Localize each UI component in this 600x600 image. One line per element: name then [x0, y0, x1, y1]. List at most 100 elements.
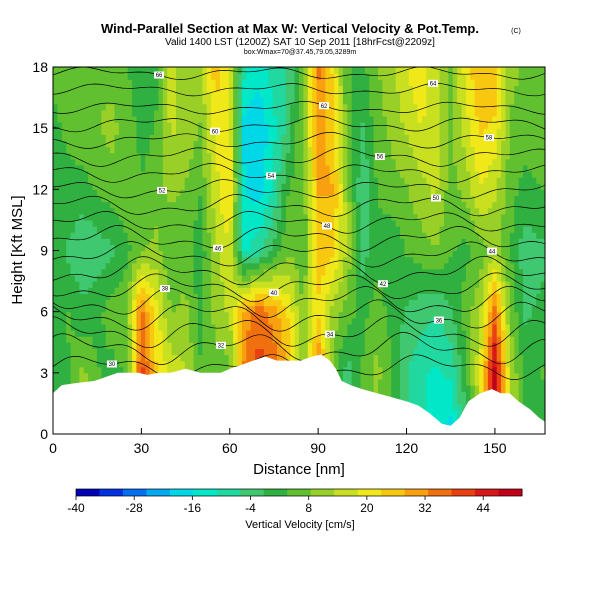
velocity-cell [140, 311, 146, 319]
velocity-cell [277, 250, 283, 258]
velocity-cell [228, 219, 234, 227]
velocity-cell [202, 250, 208, 258]
velocity-cell [61, 226, 67, 233]
velocity-cell [342, 238, 348, 245]
velocity-cell [294, 226, 300, 233]
velocity-cell [351, 134, 357, 141]
velocity-cell [263, 244, 269, 252]
velocity-cell [228, 201, 234, 209]
velocity-cell [140, 281, 146, 288]
velocity-cell [320, 91, 326, 99]
velocity-cell [66, 330, 72, 337]
velocity-cell [224, 170, 230, 178]
velocity-cell [123, 262, 129, 270]
velocity-cell [132, 170, 138, 178]
velocity-cell [395, 73, 401, 80]
velocity-cell [237, 140, 243, 148]
velocity-cell [110, 219, 116, 227]
velocity-cell [132, 311, 138, 319]
velocity-cell [53, 134, 58, 141]
velocity-cell [171, 299, 177, 307]
velocity-cell [294, 336, 300, 343]
velocity-cell [127, 177, 133, 184]
velocity-cell [281, 287, 287, 294]
velocity-cell [180, 134, 186, 141]
velocity-cell [228, 189, 234, 197]
velocity-cell [140, 73, 146, 80]
velocity-cell [53, 256, 58, 264]
velocity-cell [290, 256, 296, 264]
velocity-cell [140, 232, 146, 239]
velocity-cell [74, 97, 80, 105]
velocity-cell [74, 226, 80, 233]
velocity-cell [88, 207, 94, 215]
velocity-cell [180, 287, 186, 294]
velocity-cell [382, 244, 388, 252]
velocity-cell [277, 323, 283, 331]
velocity-cell [167, 109, 173, 117]
velocity-cell [66, 238, 72, 245]
velocity-cell [149, 158, 155, 166]
velocity-cell [391, 293, 397, 301]
velocity-cell [79, 189, 85, 197]
velocity-cell [83, 354, 89, 362]
velocity-cell [79, 268, 85, 276]
velocity-cell [61, 299, 67, 307]
velocity-cell [338, 91, 344, 99]
velocity-cell [233, 128, 239, 135]
velocity-cell [114, 213, 120, 221]
velocity-cell [158, 67, 164, 74]
velocity-cell [70, 232, 76, 239]
velocity-cell [395, 140, 401, 148]
velocity-cell [255, 73, 261, 80]
velocity-cell [176, 226, 181, 233]
velocity-cell [132, 73, 138, 80]
velocity-cell [83, 256, 89, 264]
velocity-cell [110, 299, 116, 307]
velocity-cell [285, 250, 291, 258]
velocity-cell [70, 140, 76, 148]
velocity-cell [299, 146, 304, 154]
velocity-cell [241, 336, 247, 343]
velocity-cell [158, 360, 164, 368]
velocity-cell [233, 164, 239, 172]
velocity-cell [101, 213, 107, 221]
velocity-cell [96, 274, 102, 282]
velocity-cell [114, 336, 120, 343]
velocity-cell [408, 311, 414, 319]
velocity-cell [285, 170, 291, 178]
velocity-cell [329, 134, 335, 141]
velocity-cell [127, 170, 133, 178]
velocity-cell [61, 372, 67, 380]
velocity-cell [386, 226, 392, 233]
velocity-cell [334, 342, 340, 349]
velocity-cell [395, 207, 401, 215]
velocity-cell [369, 323, 375, 331]
velocity-cell [127, 281, 133, 288]
velocity-cell [408, 207, 414, 215]
velocity-cell [53, 213, 58, 221]
velocity-cell [233, 354, 239, 362]
velocity-cell [404, 201, 410, 209]
velocity-cell [338, 79, 344, 86]
velocity-cell [53, 85, 58, 93]
velocity-cell [395, 146, 401, 154]
velocity-cell [118, 323, 124, 331]
velocity-cell [105, 244, 111, 252]
velocity-cell [299, 97, 304, 105]
velocity-cell [88, 91, 94, 99]
velocity-cell [136, 73, 142, 80]
velocity-cell [320, 287, 326, 294]
velocity-cell [360, 256, 366, 264]
velocity-cell [193, 287, 199, 294]
velocity-cell [96, 238, 102, 245]
velocity-cell [325, 85, 331, 93]
velocity-cell [325, 195, 331, 203]
velocity-cell [83, 317, 89, 325]
velocity-cell [285, 73, 291, 80]
velocity-cell [88, 103, 94, 111]
velocity-cell [132, 250, 138, 258]
velocity-cell [154, 244, 160, 252]
velocity-cell [132, 213, 138, 221]
velocity-cell [312, 146, 318, 154]
